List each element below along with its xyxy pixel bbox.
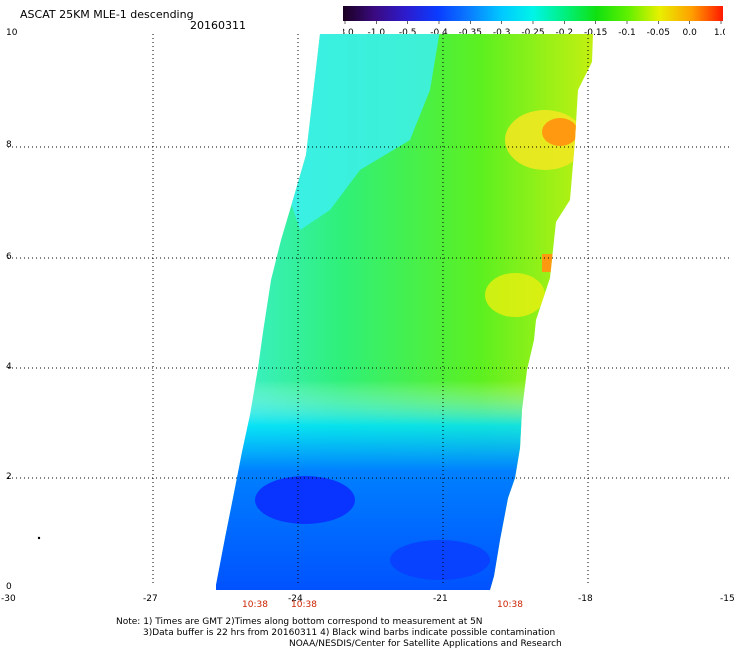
- colorbar-label: -0.3: [493, 28, 511, 38]
- colorbar-label: 0.0: [683, 28, 698, 38]
- x-tick-label: -18: [578, 594, 593, 604]
- x-tick-label: -24: [288, 594, 303, 604]
- colorbar-label: -0.05: [647, 28, 670, 38]
- colorbar-label: -3.0: [343, 28, 354, 38]
- colorbar-label: -0.5: [399, 28, 417, 38]
- y-tick-label: 0: [6, 582, 12, 592]
- colorbar-label: -0.35: [459, 28, 482, 38]
- x-tick-label: -21: [433, 594, 448, 604]
- note-line-3: NOAA/NESDIS/Center for Satellite Applica…: [289, 639, 562, 649]
- time-label: 10:38: [242, 600, 268, 610]
- x-tick-label: -27: [143, 594, 158, 604]
- dark-blue-core-south: [390, 540, 490, 580]
- note-line-2: 3)Data buffer is 22 hrs from 20160311 4)…: [143, 628, 556, 638]
- x-tick-label: -15: [720, 594, 735, 604]
- colorbar-label: -0.2: [556, 28, 574, 38]
- stray-dot: [37, 536, 41, 540]
- time-label: 10:38: [291, 600, 317, 610]
- colorbar-label: -0.25: [521, 28, 544, 38]
- colorbar-label: -1.0: [368, 28, 386, 38]
- colorbar-label: 1.0: [714, 28, 725, 38]
- colorbar-label: -0.1: [618, 28, 636, 38]
- y-tick-label: 4: [6, 362, 12, 372]
- time-label: 10:38: [497, 600, 523, 610]
- colorbar-label: -0.4: [430, 28, 448, 38]
- y-tick-label: 2: [6, 472, 12, 482]
- note-line-1: Note: 1) Times are GMT 2)Times along bot…: [116, 617, 483, 627]
- map-title: ASCAT 25KM MLE-1 descending: [20, 8, 194, 21]
- colorbar-label: -0.15: [584, 28, 607, 38]
- colorbar: -3.0 -1.0 -0.5 -0.4 -0.35 -0.3 -0.25 -0.2 -0.15 -…: [343, 6, 725, 38]
- y-tick-label: 10: [6, 28, 18, 38]
- x-tick-label: -30: [1, 594, 16, 604]
- y-tick-label: 8: [6, 140, 12, 150]
- colorbar-gradient: [343, 6, 723, 21]
- dark-blue-core: [255, 476, 355, 524]
- map-date: 20160311: [190, 19, 246, 32]
- y-tick-label: 6: [6, 252, 12, 262]
